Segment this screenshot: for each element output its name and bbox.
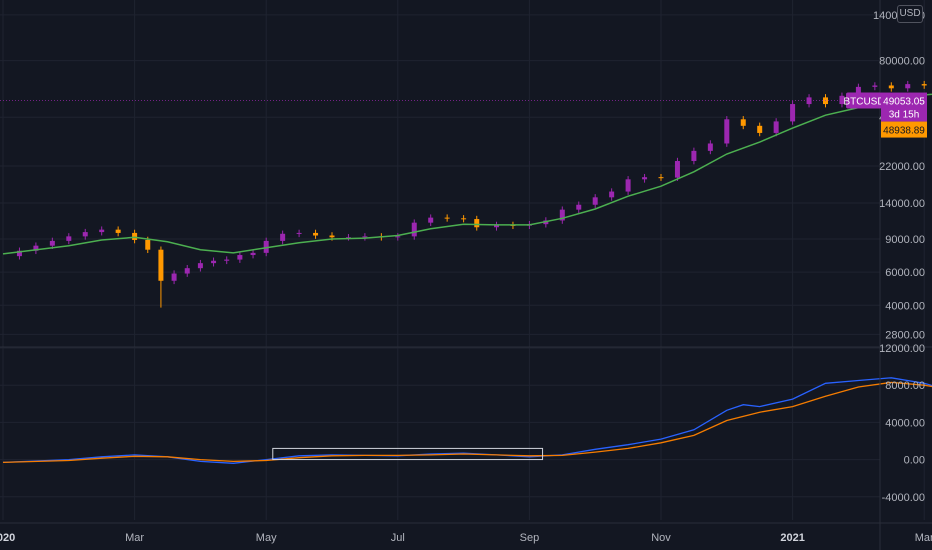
time-tick-label: Mar xyxy=(125,532,144,544)
candle-body xyxy=(250,252,256,256)
price-tick-label: 80000.00 xyxy=(879,56,925,68)
candle-body xyxy=(905,84,911,89)
candle-body xyxy=(674,161,680,178)
last-price-value: 49053.05 xyxy=(883,97,925,108)
candle-body xyxy=(757,125,763,133)
candle-body xyxy=(280,233,286,241)
candle-body xyxy=(132,232,138,240)
candle-body xyxy=(33,245,39,251)
candle-body xyxy=(444,217,450,219)
candle-body xyxy=(872,85,878,87)
candle-body xyxy=(345,237,351,239)
countdown-label: 3d 15h xyxy=(889,110,920,121)
candle-body xyxy=(224,259,230,261)
time-tick-label: Nov xyxy=(651,532,671,544)
candlestick-series xyxy=(16,80,927,308)
candle-body xyxy=(806,97,812,105)
price-tick-label: 2800.00 xyxy=(885,329,925,341)
candle-body xyxy=(197,263,203,269)
candle-body xyxy=(625,179,631,192)
candle-body xyxy=(158,249,164,281)
candle-body xyxy=(790,104,796,122)
candle-body xyxy=(99,229,105,233)
candle-body xyxy=(707,143,713,151)
symbol-tag-label: BTCUSD xyxy=(843,97,884,108)
candle-body xyxy=(16,250,22,257)
candle-body xyxy=(313,232,319,236)
candle-body xyxy=(428,217,434,223)
candle-body xyxy=(362,236,368,238)
time-tick-label: Sep xyxy=(520,532,540,544)
price-tick-label: 22000.00 xyxy=(879,161,925,173)
candle-body xyxy=(211,260,217,264)
macd-grid xyxy=(0,347,880,498)
candle-body xyxy=(115,229,121,233)
candle-body xyxy=(411,222,417,237)
candle-body xyxy=(740,119,746,126)
macd-tick-label: 4000.00 xyxy=(885,417,925,429)
currency-button[interactable]: USD xyxy=(897,5,923,23)
candle-body xyxy=(888,85,894,89)
candle-body xyxy=(839,95,845,105)
ma-value-tag xyxy=(881,121,927,138)
candle-body xyxy=(921,84,927,86)
candle-body xyxy=(145,239,151,250)
candle-body xyxy=(691,150,697,162)
candle-body xyxy=(237,255,243,260)
macd-tick-label: 12000.00 xyxy=(879,343,925,355)
candle-body xyxy=(263,240,269,253)
signal-line xyxy=(2,381,932,464)
price-axis-labels: 140000.0080000.0040000.0022000.0014000.0… xyxy=(873,10,925,342)
price-tick-label: 9000.00 xyxy=(885,234,925,246)
candle-body xyxy=(171,273,177,281)
candle-body xyxy=(559,209,565,221)
annotation-boxes xyxy=(272,447,544,461)
annotation-rectangle xyxy=(272,447,544,461)
candle-body xyxy=(474,219,480,228)
candle-body xyxy=(66,236,72,241)
time-tick-label: Mar xyxy=(915,532,932,544)
moving-average-line xyxy=(2,93,932,255)
candle-body xyxy=(395,236,401,238)
time-axis-labels: 2020MarMayJulSepNov2021MarMayJulSepNov20… xyxy=(0,532,932,544)
macd-tick-label: -4000.00 xyxy=(882,492,925,504)
time-tick-label: May xyxy=(256,532,277,544)
macd-tick-label: 8000.00 xyxy=(885,380,925,392)
symbol-tag xyxy=(846,92,882,109)
candle-body xyxy=(724,119,730,144)
time-tick-label: Jul xyxy=(391,532,405,544)
candle-body xyxy=(642,177,648,180)
candle-body xyxy=(609,191,615,198)
price-tick-label: 14000.00 xyxy=(879,198,925,210)
grid xyxy=(0,0,925,520)
ma-value-label: 48938.89 xyxy=(883,126,925,137)
candle-body xyxy=(855,86,861,96)
price-tick-label: 6000.00 xyxy=(885,267,925,279)
candle-body xyxy=(494,224,499,228)
macd-line xyxy=(2,377,932,464)
time-tick-label: 2020 xyxy=(0,532,15,544)
macd-tick-label: 0.00 xyxy=(904,455,925,467)
candle-body xyxy=(576,204,582,210)
candle-body xyxy=(82,232,88,237)
candle-body xyxy=(296,232,302,234)
candle-body xyxy=(773,121,779,133)
candle-body xyxy=(329,235,335,238)
last-price-tag xyxy=(881,92,927,122)
macd-axis-labels: 12000.00 8000.00 4000.00 0.00 -4000.00 xyxy=(879,343,925,504)
price-tick-label: 4000.00 xyxy=(885,300,925,312)
candle-body xyxy=(461,218,467,220)
time-tick-label: 2021 xyxy=(780,532,804,544)
candle-body xyxy=(184,268,190,274)
candle-body xyxy=(49,240,55,246)
candle-body xyxy=(658,177,664,179)
candle-body xyxy=(592,197,598,205)
